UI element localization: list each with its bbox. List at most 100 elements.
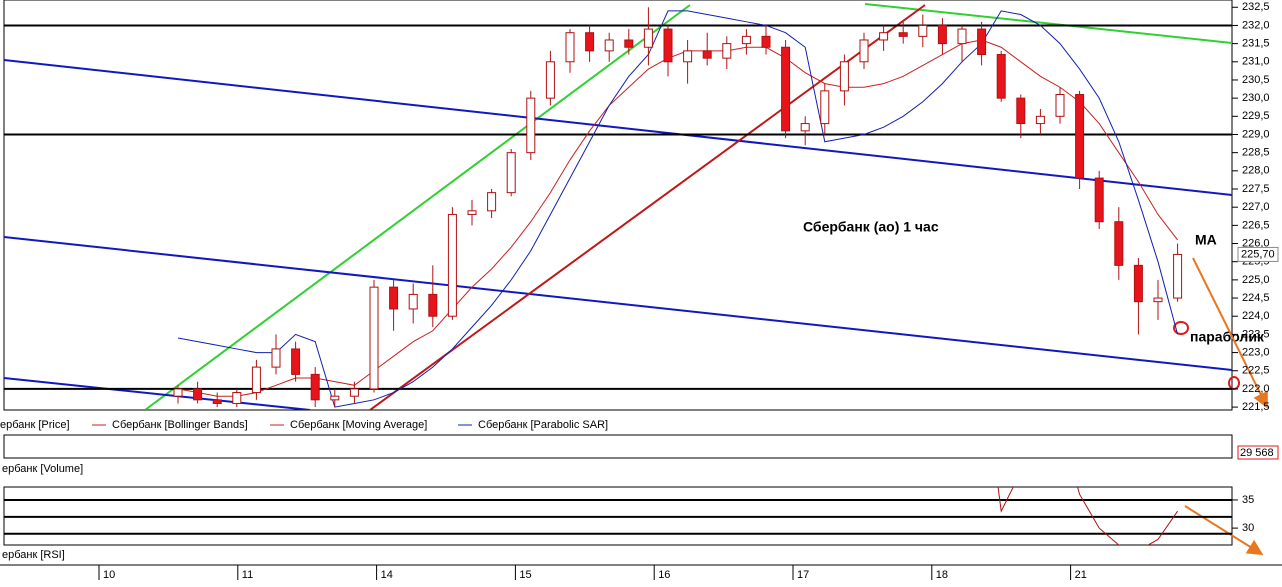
y-tick-label: 222,5 [1242,365,1270,377]
candle-body [447,213,457,317]
y-tick-label: 222,0 [1242,383,1270,395]
x-tick-label: 15 [519,569,531,581]
trend-line [369,4,926,410]
candle-body [330,395,340,401]
candle-body [1133,264,1143,303]
rsi-line [997,487,1179,545]
trend-line [144,4,691,410]
x-tick-label: 10 [103,569,115,581]
y-tick-label: 227,0 [1242,201,1270,213]
last-price-label: 225,70 [1241,248,1275,260]
candle-body [251,366,261,394]
y-tick-label: 232,5 [1242,1,1270,13]
x-tick-label: 14 [381,569,393,581]
candle-body [349,388,359,397]
trend-line [864,3,1232,44]
candle-body [937,24,947,45]
y-tick-label: 232,0 [1242,19,1270,31]
y-tick-label: 231,0 [1242,56,1270,68]
candle-body [545,61,555,99]
panel-title: ербанк [RSI] [2,549,65,561]
candle-body [722,43,732,59]
trend-lines [4,3,1232,410]
candle-body [761,35,771,48]
chart-title: Сбербанк (ао) 1 час [803,219,939,235]
candle-body [839,61,849,92]
y-tick-label: 227,5 [1242,183,1270,195]
arrow [1192,257,1268,409]
candle-body [800,123,810,132]
y-tick-label: 225,0 [1242,274,1270,286]
volume-label-box [1237,445,1279,460]
y-tick-label: 231,5 [1242,38,1270,50]
candle-body [624,39,634,48]
candle-body [702,50,712,59]
rsi-tick-label: 30 [1242,522,1254,534]
rsi-tick-label: 35 [1242,494,1254,506]
x-tick-label: 17 [797,569,809,581]
candle-body [781,46,791,132]
legend-item: Сбербанк [Moving Average] [290,419,427,431]
volume-panel [3,434,1233,459]
x-tick-label: 16 [658,569,670,581]
price-panel [3,0,1233,411]
rsi-layer [4,487,1232,545]
trend-line [4,59,1232,196]
candle-body [683,50,693,63]
candle-body [879,32,889,41]
y-tick-label: 230,0 [1242,92,1270,104]
x-tick-label: 21 [1075,569,1087,581]
candle-body [389,286,399,310]
candle-body [859,39,869,63]
y-tick-label: 228,0 [1242,165,1270,177]
last-price-box [1237,246,1279,262]
x-tick-label: 18 [936,569,948,581]
candle-body [369,286,379,390]
candle-body [585,32,595,52]
candle-body [996,54,1006,99]
volume-last-label: 29 568 [1240,447,1274,459]
candle-body [173,388,183,397]
legend-item: ербанк [Price] [0,419,70,431]
candle-body [408,293,418,310]
y-tick-label: 226,5 [1242,219,1270,231]
moving-average [177,39,1178,397]
candle-body [212,399,222,404]
candle-body [506,152,516,194]
candle-body [565,32,575,63]
candle-body [1035,115,1045,125]
y-tick-label: 230,5 [1242,74,1270,86]
candle-body [1094,177,1104,223]
candle-body [310,373,320,401]
candle-body [487,192,497,212]
candle-body [1055,94,1065,117]
y-tick-label: 229,5 [1242,110,1270,122]
panel-title: ербанк [Volume] [2,463,83,475]
candle-body [1016,97,1026,125]
candle-body [1153,297,1163,303]
y-tick-label: 221,5 [1242,401,1270,413]
candle-body [232,392,242,404]
candle-body [741,35,751,45]
candle-body [977,28,987,56]
y-tick-label: 224,0 [1242,310,1270,322]
candle-body [957,28,967,45]
candle-body [291,348,301,375]
candle-body [467,210,477,215]
trend-line [4,236,1232,371]
candle-body [1173,253,1183,299]
y-tick-label: 224,5 [1242,292,1270,304]
candle-body [604,39,614,52]
legend-item: Сбербанк [Bollinger Bands] [112,419,248,431]
candle-body [663,28,673,63]
y-tick-label: 228,5 [1242,147,1270,159]
price-layer [4,7,1232,408]
legend-item: Сбербанк [Parabolic SAR] [478,419,608,431]
y-tick-label: 223,5 [1242,328,1270,340]
annotation: МА [1195,232,1217,248]
candle-body [918,24,928,37]
parabolic-sar [177,10,1179,408]
y-tick-label: 229,0 [1242,128,1270,140]
arrow [1184,505,1264,556]
